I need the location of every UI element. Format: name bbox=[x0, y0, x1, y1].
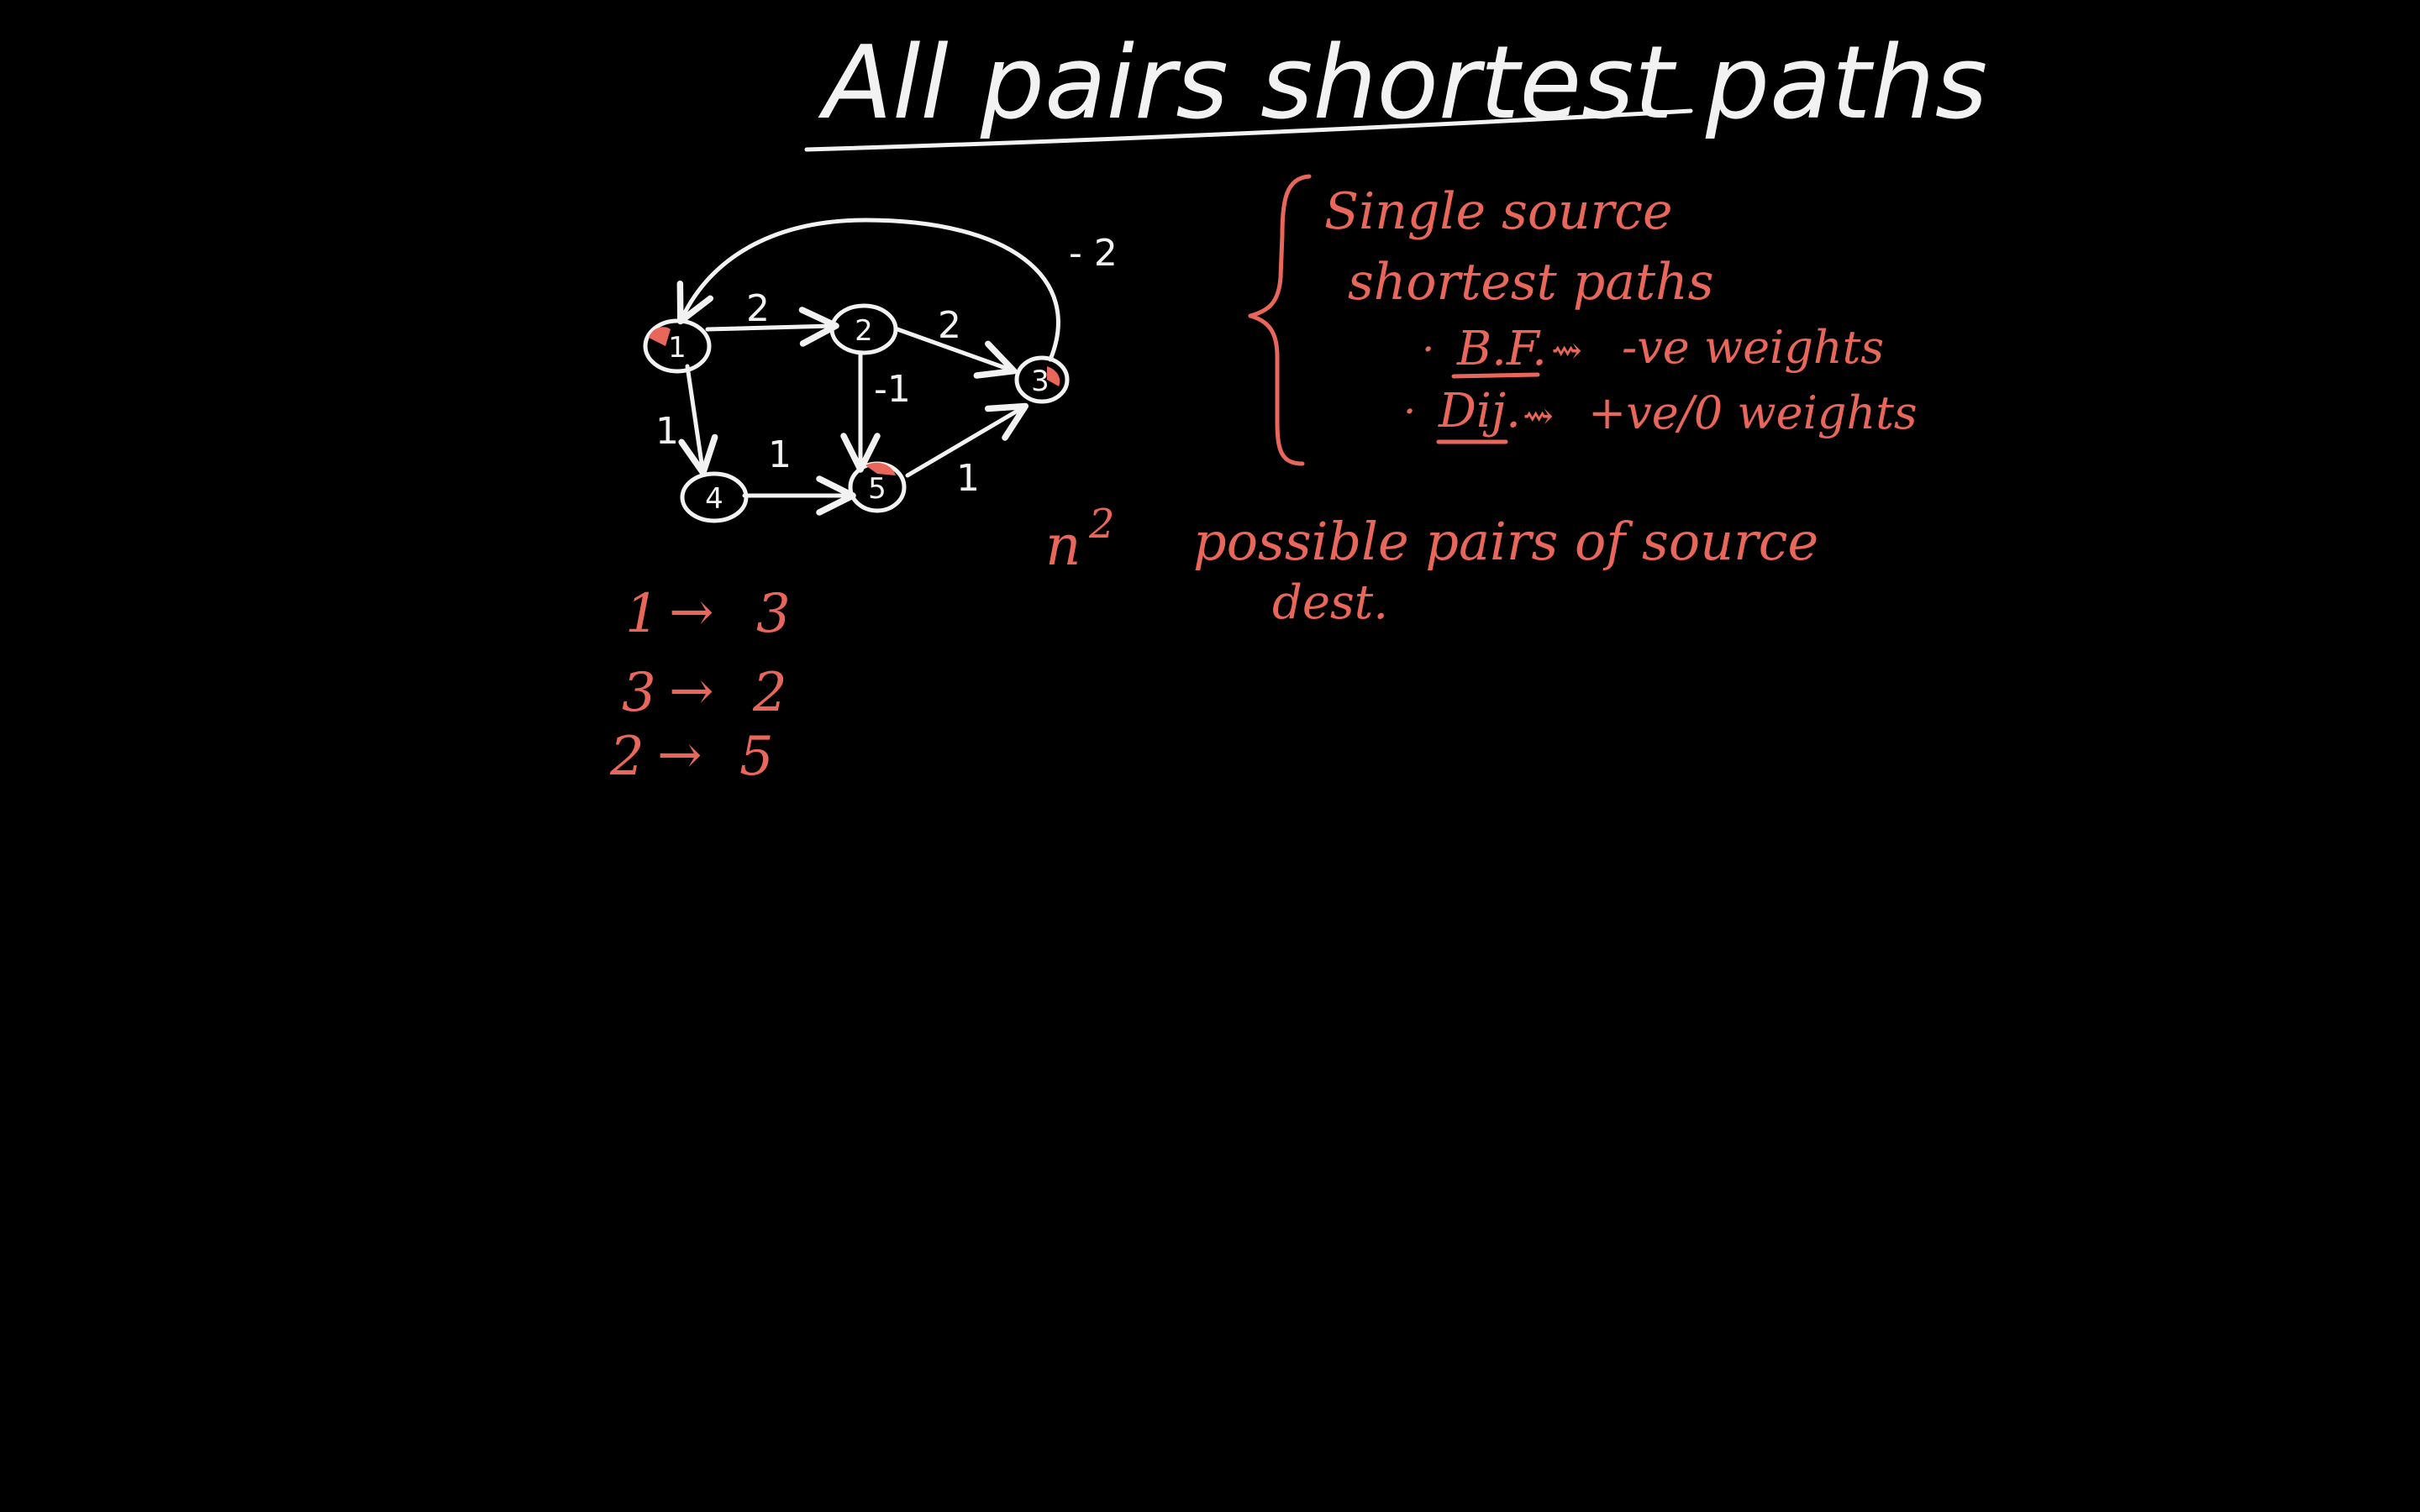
pair-arrow: → bbox=[669, 581, 714, 643]
pair-to: 5 bbox=[739, 726, 774, 788]
pair-list: 1 → 3 3 → 2 2 → 5 bbox=[609, 581, 791, 788]
node-1-label: 1 bbox=[668, 331, 687, 365]
edge-3-1 bbox=[676, 218, 1060, 362]
title-underline bbox=[804, 108, 1693, 152]
note-single-source: Single source bbox=[1324, 182, 1672, 241]
edge-1-2 bbox=[705, 307, 839, 347]
weight-4-5: 1 bbox=[768, 433, 792, 476]
pair-arrow: → bbox=[657, 724, 702, 786]
title-group: All pairs shortest paths bbox=[804, 25, 1987, 152]
pair-item: 2 → 5 bbox=[609, 724, 774, 788]
pairs-text-dest: dest. bbox=[1272, 575, 1388, 630]
pair-item: 1 → 3 bbox=[625, 581, 791, 645]
node-3-label: 3 bbox=[1031, 365, 1050, 398]
pair-to: 2 bbox=[752, 662, 787, 724]
pairs-note: n 2 possible pairs of source dest. bbox=[1045, 501, 1818, 630]
pairs-n: n bbox=[1045, 513, 1081, 578]
bullet-dot: · bbox=[1422, 326, 1434, 373]
brace bbox=[1248, 174, 1312, 466]
node-5-label: 5 bbox=[868, 472, 886, 506]
weight-5-3: 1 bbox=[956, 457, 980, 500]
bullet-dot-2: · bbox=[1403, 388, 1416, 435]
bf-underline bbox=[1451, 372, 1540, 379]
pair-item: 3 → 2 bbox=[622, 660, 787, 724]
graph: 2 2 - 2 -1 1 1 1 1 2 3 4 5 bbox=[643, 218, 1118, 523]
weight-2-5: -1 bbox=[874, 368, 911, 411]
pair-from: 2 bbox=[609, 726, 644, 788]
node-1: 1 bbox=[643, 318, 712, 374]
pair-to: 3 bbox=[756, 583, 791, 645]
node-4-label: 4 bbox=[705, 482, 723, 516]
pairs-text: possible pairs of source bbox=[1193, 511, 1818, 572]
edge-1-4 bbox=[678, 364, 718, 476]
pair-from: 3 bbox=[622, 662, 656, 724]
pairs-superscript: 2 bbox=[1088, 501, 1115, 548]
page-title: All pairs shortest paths bbox=[818, 25, 1987, 142]
note-bf-label: B.F. bbox=[1456, 322, 1547, 376]
weight-2-3: 2 bbox=[938, 304, 961, 347]
note-dij-label: Dij. bbox=[1438, 384, 1521, 438]
node-3: 3 bbox=[1014, 355, 1070, 404]
node-4: 4 bbox=[680, 471, 749, 523]
node-2: 2 bbox=[829, 303, 898, 355]
bf-squiggle-arrow: ⇝ bbox=[1551, 329, 1582, 372]
note-dij-desc: +ve/0 weights bbox=[1588, 386, 1918, 439]
pair-arrow: → bbox=[669, 660, 714, 722]
weight-1-2: 2 bbox=[746, 287, 770, 330]
pair-from: 1 bbox=[625, 583, 660, 645]
node-5: 5 bbox=[848, 461, 907, 513]
edge-5-3 bbox=[905, 402, 1029, 478]
node-2-label: 2 bbox=[855, 314, 873, 348]
note-shortest-paths: shortest paths bbox=[1348, 253, 1714, 312]
dij-squiggle-arrow: ⇝ bbox=[1523, 395, 1554, 438]
note-bf-desc: -ve weights bbox=[1622, 321, 1884, 374]
edge-2-3 bbox=[895, 327, 1018, 379]
notes-group: Single source shortest paths · B.F. ⇝ -v… bbox=[1248, 174, 1918, 466]
weight-3-1: - 2 bbox=[1069, 232, 1118, 275]
weight-1-4: 1 bbox=[655, 410, 679, 453]
